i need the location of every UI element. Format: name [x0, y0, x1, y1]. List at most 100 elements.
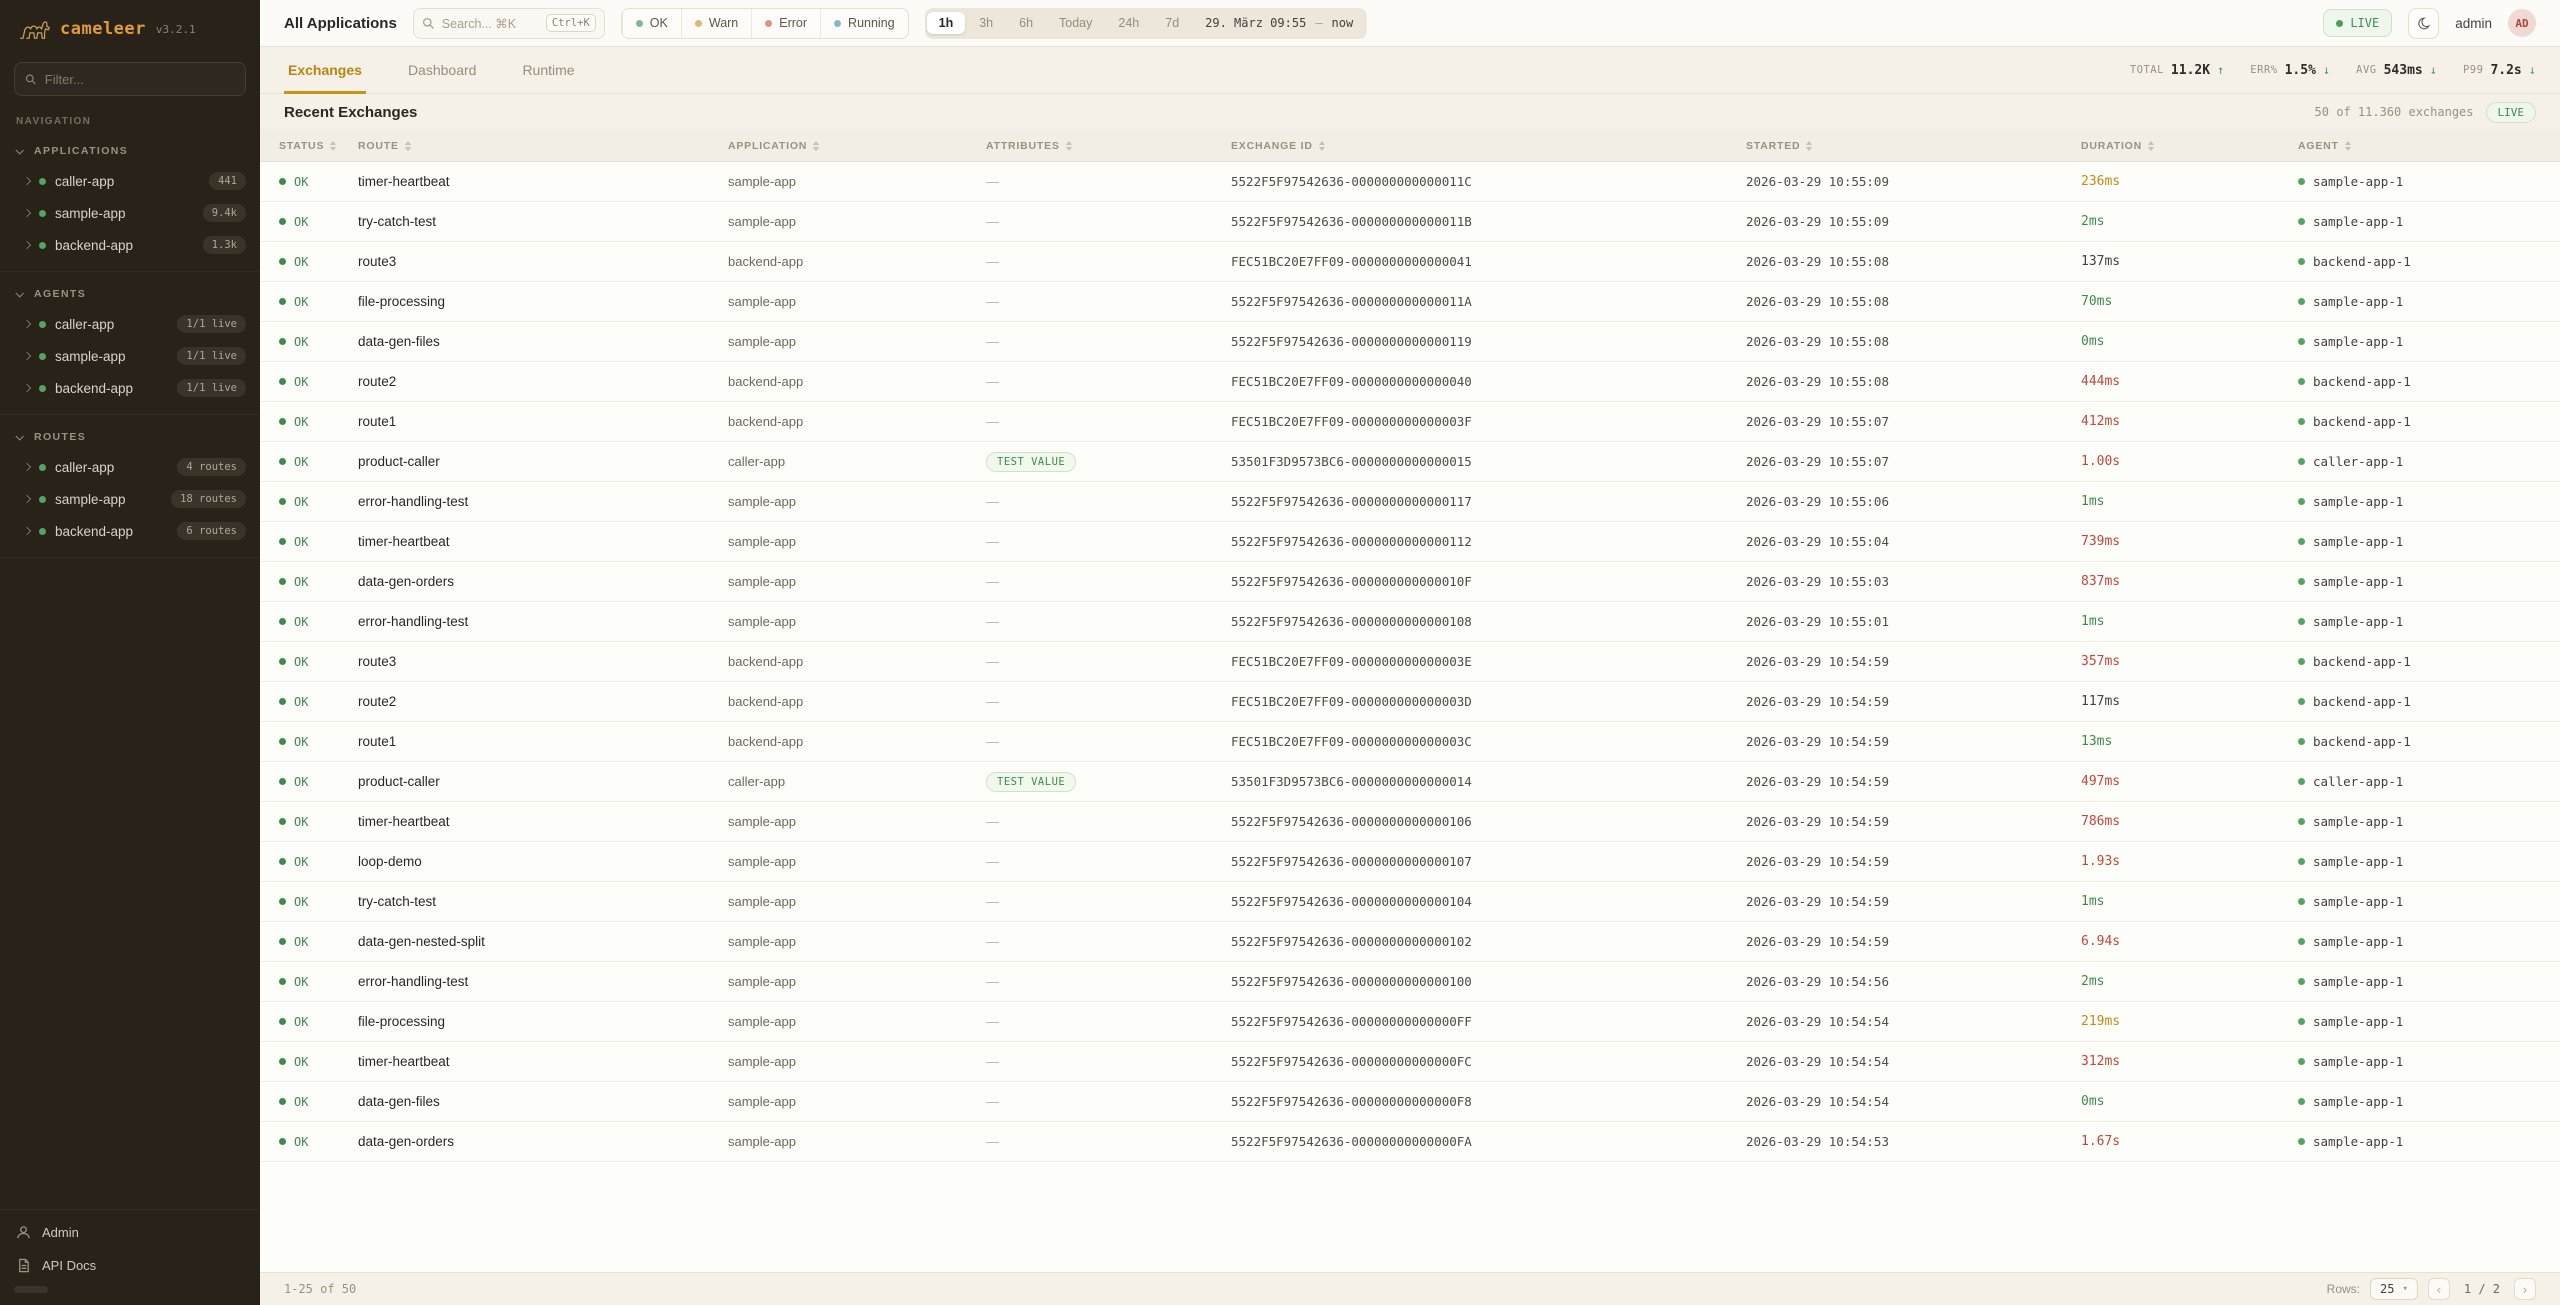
prev-page-button[interactable]: ‹ — [2427, 1278, 2450, 1300]
agent-cell: sample-app-1 — [2298, 1014, 2560, 1029]
table-row[interactable]: OK error-handling-test sample-app — 5522… — [260, 962, 2560, 1002]
sidebar-item-application[interactable]: sample-app 9.4k — [0, 197, 260, 229]
table-row[interactable]: OK data-gen-orders sample-app — 5522F5F9… — [260, 562, 2560, 602]
rows-per-page-select[interactable]: 25 ▾ — [2370, 1278, 2418, 1300]
attribute-value: — — [986, 1014, 999, 1029]
started-cell: 2026-03-29 10:55:08 — [1746, 294, 1889, 309]
routes-section-header[interactable]: ROUTES — [0, 421, 260, 451]
sidebar-item-admin[interactable]: Admin — [0, 1216, 260, 1249]
table-column-header[interactable]: AGENT — [2298, 140, 2560, 152]
status-ok-dot — [279, 1098, 286, 1105]
status-filter-button[interactable]: Error — [751, 8, 820, 38]
status-dot — [39, 177, 46, 185]
table-row[interactable]: OK loop-demo sample-app — 5522F5F9754263… — [260, 842, 2560, 882]
table-column-header[interactable]: ATTRIBUTES — [986, 140, 1231, 152]
time-range-button[interactable]: Today — [1059, 16, 1093, 30]
application-cell: backend-app — [728, 414, 804, 429]
table-row[interactable]: OK timer-heartbeat sample-app — 5522F5F9… — [260, 1042, 2560, 1082]
table-column-header[interactable]: APPLICATION — [728, 140, 986, 152]
exchange-id-cell: 5522F5F97542636-0000000000000112 — [1231, 534, 1472, 549]
table-row[interactable]: OK file-processing sample-app — 5522F5F9… — [260, 1002, 2560, 1042]
table-row[interactable]: OK try-catch-test sample-app — 5522F5F97… — [260, 202, 2560, 242]
table-row[interactable]: OK try-catch-test sample-app — 5522F5F97… — [260, 882, 2560, 922]
page-title: Recent Exchanges — [284, 103, 418, 121]
live-toggle-button[interactable]: LIVE — [2323, 9, 2393, 37]
table-row[interactable]: OK route3 backend-app — FEC51BC20E7FF09-… — [260, 642, 2560, 682]
sort-icon — [1806, 140, 1813, 151]
application-cell: backend-app — [728, 734, 804, 749]
time-range-button[interactable]: 7d — [1165, 16, 1180, 30]
table-row[interactable]: OK error-handling-test sample-app — 5522… — [260, 602, 2560, 642]
sidebar-item-route-group[interactable]: backend-app 6 routes — [0, 515, 260, 547]
sidebar-item-application[interactable]: caller-app 441 — [0, 165, 260, 197]
table-row[interactable]: OK data-gen-nested-split sample-app — 55… — [260, 922, 2560, 962]
tab[interactable]: Exchanges — [284, 47, 366, 94]
table-row[interactable]: OK data-gen-files sample-app — 5522F5F97… — [260, 1082, 2560, 1122]
status-filter-button[interactable]: OK — [621, 8, 681, 38]
next-page-button[interactable]: › — [2514, 1278, 2536, 1300]
table-row[interactable]: OK data-gen-files sample-app — 5522F5F97… — [260, 322, 2560, 362]
camel-logo-icon — [20, 21, 50, 39]
applications-section-header[interactable]: APPLICATIONS — [0, 135, 260, 165]
table-column-header[interactable]: STARTED — [1746, 140, 2081, 152]
table-row[interactable]: OK data-gen-orders sample-app — 5522F5F9… — [260, 1122, 2560, 1162]
status-ok-dot — [279, 658, 286, 665]
status-filter-button[interactable]: Running — [820, 8, 908, 38]
agents-section-header[interactable]: AGENTS — [0, 278, 260, 308]
table-row[interactable]: OK product-caller caller-app TEST VALUE … — [260, 762, 2560, 802]
sidebar-item-agent[interactable]: backend-app 1/1 live — [0, 372, 260, 404]
tab[interactable]: Dashboard — [407, 62, 477, 78]
status-cell: OK — [279, 615, 358, 629]
table-row[interactable]: OK route1 backend-app — FEC51BC20E7FF09-… — [260, 722, 2560, 762]
table-column-header[interactable]: STATUS — [279, 140, 358, 152]
table-column-header[interactable]: ROUTE — [358, 140, 728, 152]
trend-arrow-icon: ↓ — [2322, 63, 2331, 77]
time-range-button[interactable]: 3h — [979, 16, 994, 30]
status-ok-dot — [279, 778, 286, 785]
tab[interactable]: Runtime — [522, 62, 575, 78]
sidebar-item-route-group[interactable]: caller-app 4 routes — [0, 451, 260, 483]
theme-toggle-button[interactable] — [2408, 7, 2440, 39]
sidebar-item-agent[interactable]: caller-app 1/1 live — [0, 308, 260, 340]
date-range-chip[interactable]: 29. März 09:55 — now — [1205, 16, 1354, 30]
route-cell: timer-heartbeat — [358, 814, 450, 829]
sidebar-scrollbar-thumb[interactable] — [14, 1286, 48, 1293]
table-row[interactable]: OK route2 backend-app — FEC51BC20E7FF09-… — [260, 682, 2560, 722]
agent-cell: sample-app-1 — [2298, 334, 2560, 349]
attribute-value: — — [986, 374, 999, 389]
chevron-right-icon — [22, 383, 32, 393]
status-filter-button[interactable]: Warn — [680, 8, 751, 38]
time-range-button[interactable]: 24h — [1118, 16, 1140, 30]
table-row[interactable]: OK route1 backend-app — FEC51BC20E7FF09-… — [260, 402, 2560, 442]
table-row[interactable]: OK file-processing sample-app — 5522F5F9… — [260, 282, 2560, 322]
user-avatar[interactable]: AD — [2508, 9, 2536, 37]
time-range-button[interactable]: 1h — [926, 12, 966, 34]
sidebar-item-agent[interactable]: sample-app 1/1 live — [0, 340, 260, 372]
table-row[interactable]: OK error-handling-test sample-app — 5522… — [260, 482, 2560, 522]
sidebar-item-api-docs[interactable]: API Docs — [0, 1249, 260, 1282]
table-row[interactable]: OK product-caller caller-app TEST VALUE … — [260, 442, 2560, 482]
search-placeholder: Search... ⌘K — [441, 16, 517, 31]
sidebar-filter-input[interactable] — [44, 71, 235, 87]
table-row[interactable]: OK timer-heartbeat sample-app — 5522F5F9… — [260, 162, 2560, 202]
agent-cell: backend-app-1 — [2298, 694, 2560, 709]
table-row[interactable]: OK route2 backend-app — FEC51BC20E7FF09-… — [260, 362, 2560, 402]
table-column-header[interactable]: DURATION — [2081, 140, 2298, 152]
duration-cell: 312ms — [2081, 1054, 2121, 1069]
table-row[interactable]: OK timer-heartbeat sample-app — 5522F5F9… — [260, 522, 2560, 562]
table-row[interactable]: OK route3 backend-app — FEC51BC20E7FF09-… — [260, 242, 2560, 282]
sidebar-item-application[interactable]: backend-app 1.3k — [0, 229, 260, 261]
status-filter-dot — [635, 19, 643, 27]
exchanges-count: 50 of 11.360 exchanges — [2314, 105, 2474, 119]
table-column-header[interactable]: EXCHANGE ID — [1231, 140, 1746, 152]
sidebar-item-route-group[interactable]: sample-app 18 routes — [0, 483, 260, 515]
global-search[interactable]: Search... ⌘K Ctrl+K — [412, 7, 605, 39]
exchange-id-cell: 5522F5F97542636-000000000000011C — [1231, 174, 1472, 189]
attributes-cell: — — [986, 694, 1231, 709]
table-row[interactable]: OK timer-heartbeat sample-app — 5522F5F9… — [260, 802, 2560, 842]
time-range-button[interactable]: 6h — [1019, 16, 1034, 30]
sidebar-filter[interactable] — [14, 62, 246, 96]
started-cell: 2026-03-29 10:54:59 — [1746, 934, 1889, 949]
exchange-id-cell: FEC51BC20E7FF09-0000000000000040 — [1231, 374, 1472, 389]
started-cell: 2026-03-29 10:55:04 — [1746, 534, 1889, 549]
